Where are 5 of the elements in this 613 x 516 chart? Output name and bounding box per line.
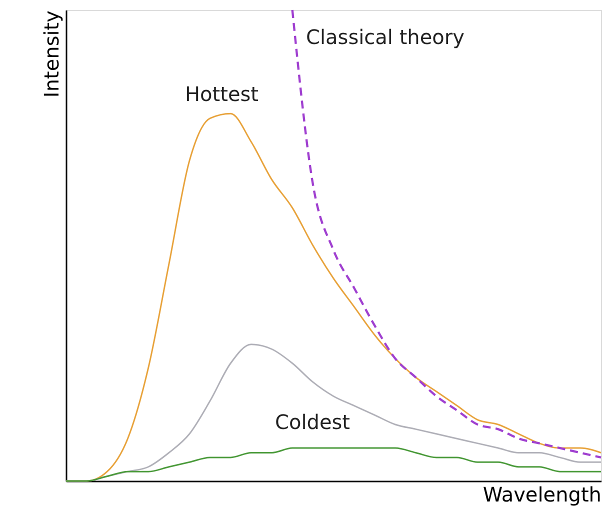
series-label: Coldest — [275, 410, 350, 434]
x-axis-title: Wavelength — [482, 482, 602, 506]
series-label: Classical theory — [306, 25, 465, 49]
series-label: Hottest — [185, 82, 259, 106]
y-axis-title: Intensity — [40, 10, 64, 98]
